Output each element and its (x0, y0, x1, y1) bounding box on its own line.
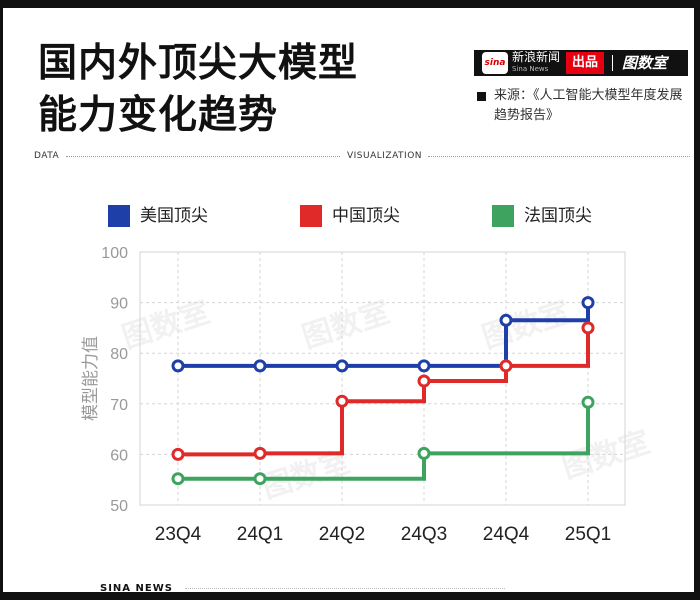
band-divider-left (66, 156, 340, 157)
y-axis-label: 模型能力值 (81, 336, 101, 421)
data-point (253, 359, 267, 373)
data-point (499, 359, 513, 373)
brand-separator (612, 55, 613, 71)
data-point (417, 446, 431, 460)
tushushi-logo: 图数室 (622, 54, 668, 72)
source-bullet-icon (477, 92, 486, 101)
data-point (417, 374, 431, 388)
title-line-2: 能力变化趋势 (38, 93, 279, 138)
series-line-1 (178, 327, 590, 457)
x-tick-label: 24Q3 (401, 524, 447, 545)
x-tick-label: 23Q4 (155, 524, 202, 545)
band-label-left: DATA (34, 151, 60, 161)
data-point (171, 472, 185, 486)
data-point (581, 296, 595, 310)
data-point (417, 359, 431, 373)
brand-tag: 出品 (566, 52, 604, 74)
data-point (253, 446, 267, 460)
top-border (0, 0, 700, 8)
brand-name: 新浪新闻 (512, 50, 561, 64)
right-border (694, 0, 700, 600)
y-tick-label: 90 (110, 296, 128, 313)
legend-swatch-us (108, 205, 130, 227)
data-point (171, 447, 185, 461)
series-line-2 (178, 402, 590, 481)
y-tick-label: 50 (110, 498, 128, 515)
bottom-border (0, 592, 700, 600)
data-point (581, 395, 595, 409)
footer-divider (185, 588, 505, 589)
legend-label-cn: 中国顶尖 (332, 206, 400, 226)
data-point (499, 313, 513, 327)
data-point (335, 359, 349, 373)
page-title: 国内外顶尖大模型 能力变化趋势 (38, 38, 358, 142)
y-tick-label: 100 (101, 245, 128, 262)
x-tick-label: 24Q4 (483, 524, 530, 545)
data-point (335, 394, 349, 408)
y-tick-label: 60 (110, 447, 128, 464)
x-tick-label: 24Q1 (237, 524, 283, 545)
brand-name-sub: Sina News (512, 65, 549, 73)
band-divider-right (428, 156, 690, 157)
y-tick-label: 80 (110, 346, 128, 363)
x-tick-label: 25Q1 (565, 524, 611, 545)
legend-swatch-cn (300, 205, 322, 227)
source-note: 来源：《人工智能大模型年度发展趋势报告》 (494, 88, 683, 123)
left-border (0, 0, 3, 600)
title-line-1: 国内外顶尖大模型 (38, 41, 359, 86)
data-point (581, 321, 595, 335)
data-point (253, 472, 267, 486)
footer-brand: SINA NEWS (100, 583, 173, 594)
sina-logo: sina (482, 52, 508, 74)
plot-area (139, 251, 626, 506)
x-tick-label: 24Q2 (319, 524, 365, 545)
series-line-0 (178, 302, 590, 368)
legend-label-fr: 法国顶尖 (524, 206, 592, 226)
y-tick-label: 70 (110, 397, 128, 414)
legend-label-us: 美国顶尖 (140, 206, 208, 226)
data-point (171, 359, 185, 373)
footer-bar (0, 592, 96, 600)
legend-swatch-fr (492, 205, 514, 227)
band-label-right: VISUALIZATION (347, 151, 423, 161)
